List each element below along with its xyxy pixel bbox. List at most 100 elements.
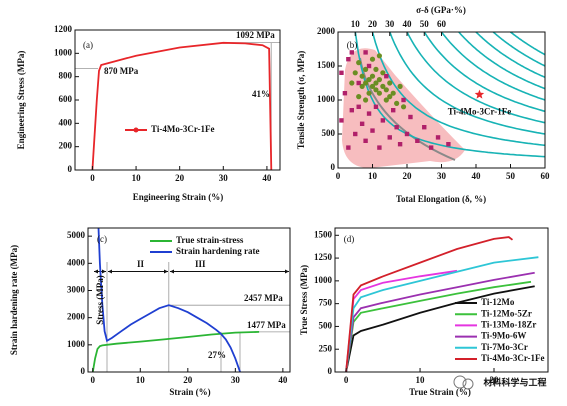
point: [339, 118, 344, 123]
point: [428, 145, 434, 150]
panel: [91, 228, 260, 372]
y-tick-label: 500: [319, 320, 333, 330]
point: [349, 50, 354, 55]
point: [377, 145, 382, 150]
isoline: [371, 32, 545, 147]
y-tick-label: 0: [81, 366, 86, 376]
point: [339, 70, 344, 75]
x-tick-label: 0: [91, 375, 96, 385]
point: [376, 53, 382, 59]
point: [397, 142, 403, 147]
point: [359, 73, 365, 79]
y-tick-label: 1000: [54, 47, 73, 57]
isoline: [492, 32, 545, 67]
y-axis-label: Engineering Stress (MPa): [16, 51, 26, 150]
line: [345, 256, 539, 372]
x2-tick-label: 40: [403, 19, 413, 29]
y-tick-label: 1200: [54, 24, 73, 34]
x-tick-label: 20: [490, 375, 500, 385]
point: [356, 60, 362, 66]
point: [394, 125, 399, 130]
point: [435, 135, 441, 140]
x2-tick-label: 30: [385, 19, 395, 29]
legend-label: Ti-7Mo-3Cr: [481, 342, 528, 352]
point: [349, 80, 355, 86]
point: [369, 73, 376, 79]
legend-label: True strain-stress: [176, 235, 244, 245]
line: [345, 280, 532, 372]
annotation: III: [195, 259, 206, 269]
point: [404, 131, 410, 137]
x-tick-label: 30: [437, 171, 447, 181]
y-axis-label-2: Stress (MPa): [95, 275, 105, 325]
x-axis-label: Total Elongation (δ, %): [396, 194, 486, 204]
y-tick-label: 800: [59, 71, 73, 81]
legend-label: Ti-12Mo-5Zr: [481, 308, 532, 318]
point: [369, 83, 376, 89]
legend-label: Ti-12Mo: [481, 297, 515, 307]
y-tick-label: 1500: [314, 229, 333, 239]
line: [91, 41, 273, 170]
annotation: 1092 MPa: [236, 30, 275, 40]
x2-tick-label: 10: [351, 19, 361, 29]
line: [97, 228, 241, 372]
panel-label: (d): [344, 234, 355, 244]
y-tick-label: 1250: [314, 252, 333, 262]
line: [91, 331, 260, 372]
y-axis-label: Tensile Strength (σ, MPa): [296, 51, 306, 149]
legend-label: Ti-4Mo-3Cr-1Fe: [151, 124, 214, 134]
x-tick-label: 40: [278, 375, 288, 385]
x-tick-label: 40: [262, 173, 272, 183]
point: [373, 66, 379, 72]
isoline: [389, 32, 545, 135]
point: [346, 145, 351, 150]
point: [397, 83, 403, 89]
y-tick-label: 200: [59, 141, 73, 151]
point: [352, 70, 358, 76]
y-tick-label: 250: [319, 343, 333, 353]
x-tick-label: 0: [336, 171, 341, 181]
point: [373, 80, 379, 86]
x-axis-label: Engineering Strain (%): [133, 192, 224, 202]
watermark-icon: [453, 375, 474, 390]
point: [383, 97, 389, 103]
annotation: 1477 MPa: [247, 320, 286, 330]
point: [356, 80, 361, 86]
x-tick-label: 50: [506, 171, 516, 181]
y-tick-label: 0: [68, 164, 73, 174]
y-tick-label: 750: [319, 298, 333, 308]
point: [349, 108, 354, 113]
isoline: [509, 32, 545, 56]
x-tick-label: 20: [403, 171, 413, 181]
x2-tick-label: 20: [368, 19, 378, 29]
y-axis-label: True Stress (MPa): [299, 265, 309, 335]
y-tick-label: 3000: [67, 285, 86, 295]
point: [363, 138, 368, 143]
x-tick-label: 10: [368, 171, 378, 181]
point: [369, 56, 376, 62]
watermark: 材料科学与工程: [482, 377, 546, 389]
isoline: [406, 32, 545, 124]
reference-lines: [94, 262, 290, 372]
x-tick-label: 0: [344, 375, 349, 385]
y-tick-label: 5000: [67, 230, 86, 240]
x2-axis-label: σ-δ (GPa·%): [416, 5, 466, 15]
point: [346, 57, 351, 62]
isoline: [423, 32, 545, 113]
point: [373, 104, 379, 109]
annotation: 870 MPa: [104, 66, 139, 76]
point: [383, 87, 389, 93]
point: [446, 142, 451, 147]
plot-frame: [337, 31, 546, 169]
line: [345, 285, 535, 372]
x-tick-label: 0: [90, 173, 95, 183]
legend-label: Ti-4Mo-3Cr-1Fe: [481, 353, 544, 363]
line: [345, 236, 514, 372]
annotation: 27%: [208, 350, 226, 360]
y-tick-label: 4000: [67, 257, 86, 267]
x-axis-label: Strain (%): [169, 387, 210, 397]
y-tick-label: 1000: [67, 339, 86, 349]
point: [366, 90, 372, 96]
y-tick-label: 2000: [67, 312, 86, 322]
